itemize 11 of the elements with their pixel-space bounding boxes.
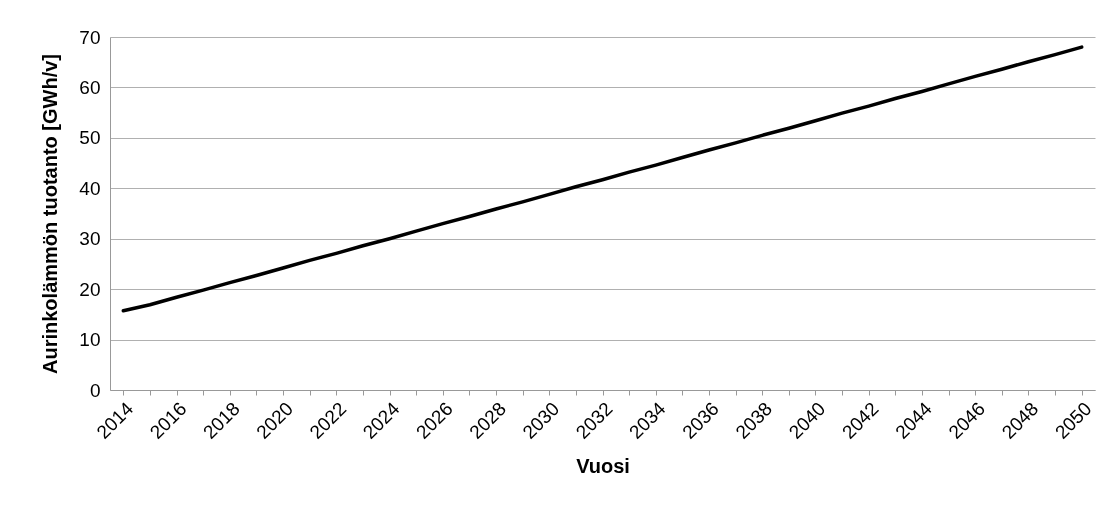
- y-tick-label: 70: [79, 26, 101, 48]
- y-tick-label: 60: [79, 76, 101, 98]
- y-tick-label: 20: [79, 278, 101, 300]
- y-tick-label: 40: [79, 177, 101, 199]
- y-tick-label: 10: [79, 329, 101, 351]
- x-axis-title: Vuosi: [576, 454, 630, 477]
- y-axis-title: Aurinkolämmön tuotanto [GWh/v]: [39, 54, 62, 374]
- y-tick-label: 0: [89, 379, 101, 401]
- line-series: [121, 45, 1084, 313]
- y-tick-label: 30: [79, 228, 101, 250]
- y-tick-label: 50: [79, 127, 101, 149]
